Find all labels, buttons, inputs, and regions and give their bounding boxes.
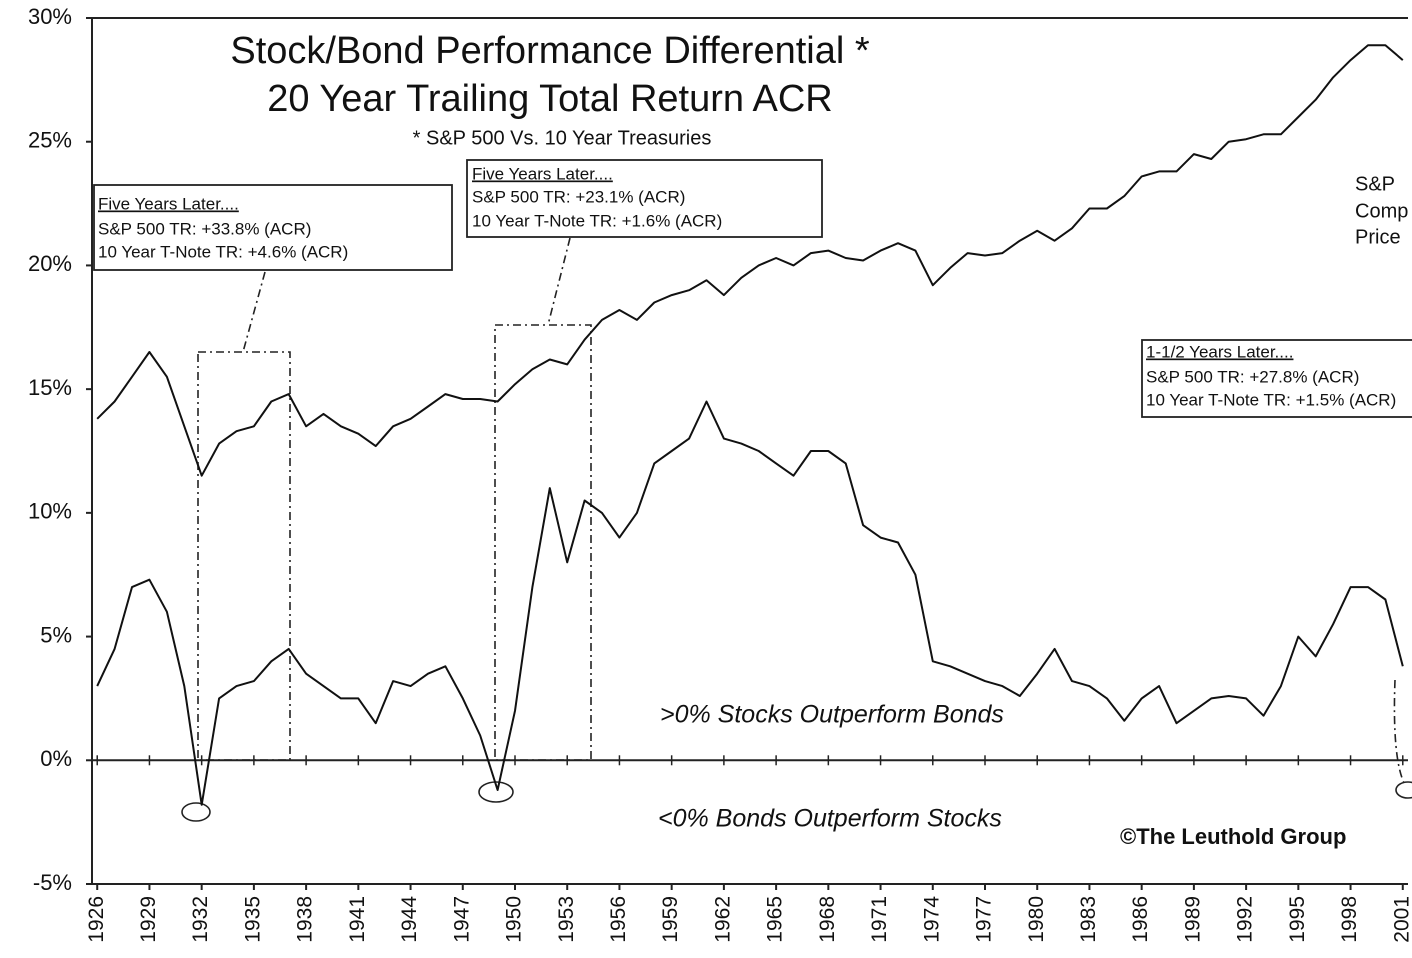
annotation-box xyxy=(93,184,453,271)
y-tick-label: 10% xyxy=(28,499,72,524)
data-line xyxy=(96,44,1404,477)
annotation-text: 10 Year T-Note TR: +1.6% (ACR) xyxy=(472,211,722,230)
x-tick-label: 1980 xyxy=(1025,896,1048,943)
window-box xyxy=(197,351,291,761)
credit: ©The Leuthold Group xyxy=(1120,824,1346,849)
x-tick-label: 1941 xyxy=(346,896,369,943)
positive-label: >0% Stocks Outperform Bonds xyxy=(660,701,1004,729)
annotation-text: 10 Year T-Note TR: +1.5% (ACR) xyxy=(1146,390,1396,409)
x-tick-label: 1947 xyxy=(450,896,473,943)
annotation-box xyxy=(466,159,823,238)
annotation-text: S&P xyxy=(1355,173,1395,195)
x-tick-label: 1959 xyxy=(659,896,682,943)
chart-note: * S&P 500 Vs. 10 Year Treasuries xyxy=(413,127,712,149)
annotation-text: S&P 500 TR: +27.8% (ACR) xyxy=(1146,367,1359,386)
x-tick-label: 2001 xyxy=(1390,896,1412,943)
x-tick-label: 1944 xyxy=(398,896,421,943)
annotation-text: Price xyxy=(1355,226,1401,248)
x-tick-label: 1971 xyxy=(868,896,891,943)
annotation-text: Five Years Later.... xyxy=(98,194,239,213)
x-tick-label: 1992 xyxy=(1234,896,1257,943)
x-tick-label: 1929 xyxy=(137,896,160,943)
x-tick-label: 1938 xyxy=(294,896,317,943)
x-tick-label: 1986 xyxy=(1129,896,1152,943)
x-tick-label: 1968 xyxy=(816,896,839,943)
y-tick-label: 15% xyxy=(28,375,72,400)
chart-title: Stock/Bond Performance Differential * xyxy=(230,30,869,72)
x-tick-label: 1926 xyxy=(85,896,108,943)
connector xyxy=(1393,679,1406,786)
x-tick-label: 1962 xyxy=(711,896,734,943)
x-tick-label: 1956 xyxy=(607,896,630,943)
annotation-text: Five Years Later.... xyxy=(472,164,613,183)
trough-circle xyxy=(181,802,211,822)
data-line xyxy=(96,400,1404,806)
annotation-box xyxy=(1141,339,1412,418)
x-tick-label: 1989 xyxy=(1181,896,1204,943)
y-tick-label: 20% xyxy=(28,251,72,276)
y-tick-label: 30% xyxy=(28,4,72,29)
annotation-text: 10 Year T-Note TR: +4.6% (ACR) xyxy=(98,242,348,261)
annotation-text: Comp xyxy=(1355,200,1408,222)
x-tick-label: 1935 xyxy=(241,896,264,943)
y-tick-label: 0% xyxy=(40,746,72,771)
annotation-text: 1-1/2 Years Later.... xyxy=(1146,342,1293,361)
trough-circle xyxy=(1395,781,1412,799)
y-tick-label: -5% xyxy=(33,870,72,895)
annotation-text: S&P 500 TR: +33.8% (ACR) xyxy=(98,219,311,238)
x-tick-label: 1995 xyxy=(1286,896,1309,943)
negative-label: <0% Bonds Outperform Stocks xyxy=(658,805,1002,833)
x-tick-label: 1977 xyxy=(973,896,996,943)
annotation-text: S&P 500 TR: +23.1% (ACR) xyxy=(472,187,685,206)
x-tick-label: 1950 xyxy=(503,896,526,943)
connector xyxy=(547,237,571,326)
x-tick-label: 1953 xyxy=(555,896,578,943)
x-tick-label: 1998 xyxy=(1338,896,1361,943)
x-tick-label: 1974 xyxy=(920,896,943,943)
chart-subtitle: 20 Year Trailing Total Return ACR xyxy=(267,78,832,120)
connector xyxy=(242,271,266,353)
x-tick-label: 1965 xyxy=(764,896,787,943)
y-tick-label: 5% xyxy=(40,622,72,647)
x-tick-label: 1983 xyxy=(1077,896,1100,943)
x-tick-label: 1932 xyxy=(189,896,212,943)
y-tick-label: 25% xyxy=(28,128,72,153)
